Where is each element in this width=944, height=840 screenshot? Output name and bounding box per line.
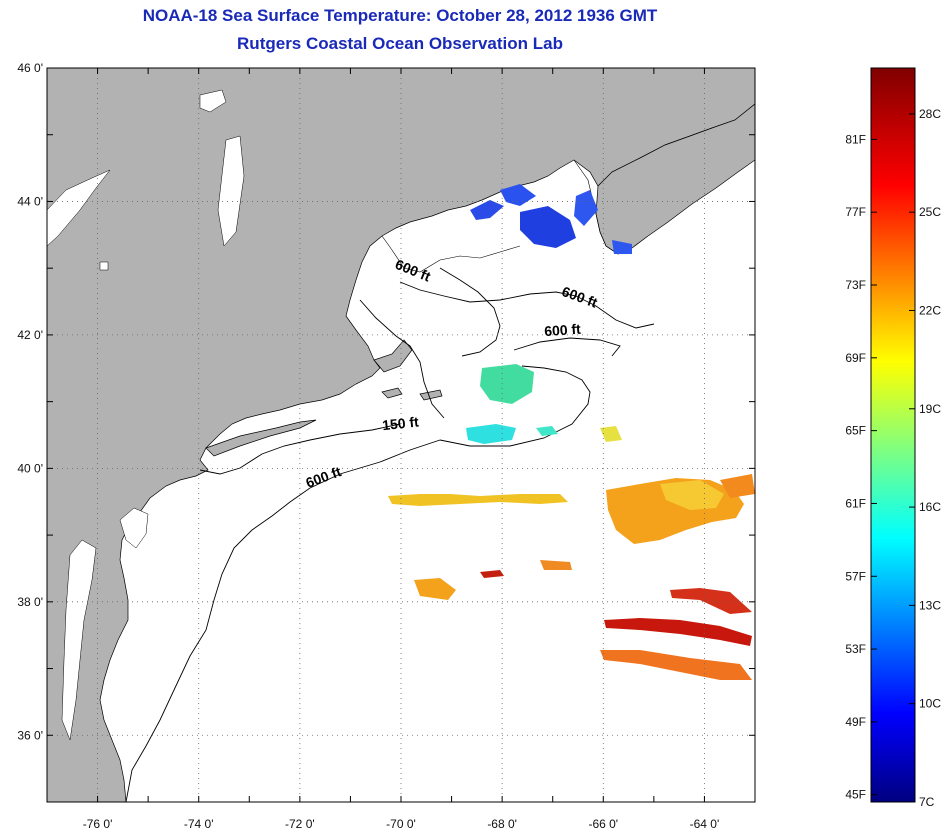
sst-patch-green	[480, 364, 534, 404]
x-axis: -76 0' -74 0' -72 0' -70 0' -68 0' -66 0' -64 …	[83, 68, 756, 831]
sst-patch-red-3	[480, 570, 504, 578]
grid-lines	[47, 68, 755, 802]
x-tick-label: -74 0'	[184, 817, 214, 831]
y-tick-label: 38 0'	[17, 595, 43, 609]
lake-4	[99, 261, 109, 271]
sst-patch-orange-5	[540, 560, 572, 570]
bay-chesapeake	[61, 539, 97, 741]
isobath-600-north	[399, 281, 655, 329]
land-masses	[46, 67, 756, 803]
sst-patch-yellow-3	[388, 494, 568, 506]
sst-patch-blue-4	[574, 190, 598, 226]
inland-water	[46, 89, 245, 741]
y-tick-label: 44 0'	[17, 194, 43, 208]
map-title: NOAA-18 Sea Surface Temperature: October…	[142, 6, 658, 25]
sst-patch-orange-4	[600, 650, 752, 680]
sst-patch-yellow-2	[600, 426, 622, 442]
map-subtitle: Rutgers Coastal Ocean Observation Lab	[237, 34, 563, 53]
sst-patch-red-2	[670, 588, 752, 614]
isobath-basin	[439, 267, 501, 357]
y-tick-label: 36 0'	[17, 728, 43, 742]
x-tick-label: -76 0'	[83, 817, 113, 831]
isobath-label: 600 ft	[544, 321, 582, 340]
land-mainland	[46, 67, 756, 803]
isobath-600-south	[125, 439, 441, 803]
bay-delaware	[119, 507, 149, 549]
sst-patch-blue-5	[612, 240, 632, 254]
isobath-georges	[439, 365, 591, 447]
x-tick-label: -66 0'	[588, 817, 618, 831]
sst-patch-orange-2	[720, 474, 755, 498]
sst-data	[388, 184, 755, 680]
lake-2	[217, 135, 245, 247]
y-tick-label: 46 0'	[17, 61, 43, 75]
sst-patch-blue-2	[470, 200, 504, 220]
sst-patch-blue	[520, 206, 576, 248]
sst-patch-cyan	[466, 424, 516, 444]
sst-patch-orange-3	[414, 578, 456, 600]
sst-patch-blue-3	[500, 184, 536, 206]
lake-1	[199, 89, 227, 113]
x-tick-label: -72 0'	[285, 817, 315, 831]
x-tick-label: -68 0'	[487, 817, 517, 831]
isobath-label: 150 ft	[381, 413, 419, 433]
isobath-150	[199, 423, 401, 475]
isobaths	[125, 267, 655, 803]
land-islands	[381, 387, 443, 401]
isobath-600-mid	[513, 337, 621, 357]
land-long-island	[205, 419, 317, 457]
sst-patch-red	[604, 618, 752, 646]
isobath-inner	[359, 299, 445, 419]
y-tick-label: 40 0'	[17, 461, 43, 475]
y-tick-label: 42 0'	[17, 328, 43, 342]
y-axis: 46 0' 44 0' 42 0' 40 0' 38 0' 36 0'	[17, 61, 755, 803]
x-tick-label: -70 0'	[386, 817, 416, 831]
sst-patch-cyan-2	[536, 426, 558, 436]
x-tick-label: -64 0'	[690, 817, 720, 831]
sst-patch-yellow	[660, 480, 724, 510]
lake-3	[46, 169, 111, 247]
